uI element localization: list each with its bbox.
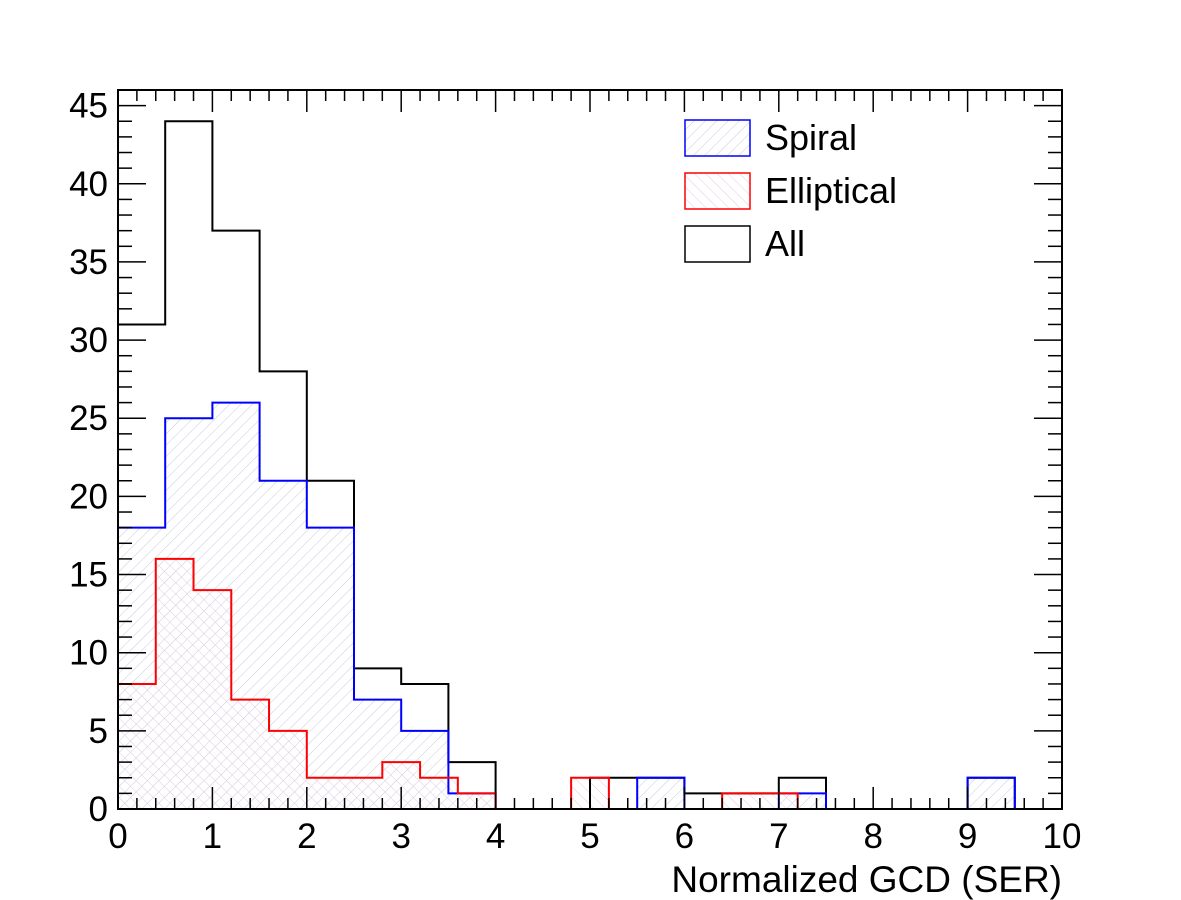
y-tick-label: 30 xyxy=(69,321,108,360)
y-tick-label: 35 xyxy=(69,243,108,282)
x-tick-label: 1 xyxy=(203,817,222,856)
series-fill-spiral xyxy=(118,402,1062,809)
legend-label-elliptical: Elliptical xyxy=(765,170,897,211)
x-tick-label: 2 xyxy=(297,817,316,856)
legend-swatch-elliptical xyxy=(684,172,751,210)
legend-swatch-spiral xyxy=(684,119,751,157)
y-tick-label: 0 xyxy=(89,790,108,829)
series-fill-elliptical xyxy=(118,558,1062,809)
x-tick-label: 10 xyxy=(1043,817,1082,856)
y-tick-label: 5 xyxy=(89,712,108,751)
y-tick-label: 40 xyxy=(69,165,108,204)
legend-swatch-all xyxy=(684,225,751,263)
x-tick-label: 8 xyxy=(863,817,882,856)
legend-label-spiral: Spiral xyxy=(765,117,857,158)
x-tick-label: 7 xyxy=(769,817,788,856)
x-tick-label: 6 xyxy=(675,817,694,856)
y-tick-label: 45 xyxy=(69,87,108,126)
x-tick-label: 5 xyxy=(580,817,599,856)
y-tick-label: 20 xyxy=(69,477,108,516)
legend-label-all: All xyxy=(765,223,805,264)
x-tick-label: 3 xyxy=(391,817,410,856)
x-tick-label: 9 xyxy=(958,817,977,856)
axis-ticks xyxy=(117,89,1063,810)
y-tick-label: 25 xyxy=(69,399,108,438)
histogram-fills xyxy=(118,402,1062,809)
y-tick-label: 15 xyxy=(69,556,108,595)
y-tick-label: 10 xyxy=(69,634,108,673)
legend: Spiral Elliptical All xyxy=(684,117,897,264)
x-tick-label: 4 xyxy=(486,817,505,856)
x-tick-label: 0 xyxy=(108,817,127,856)
x-axis-label: Normalized GCD (SER) xyxy=(671,859,1062,900)
